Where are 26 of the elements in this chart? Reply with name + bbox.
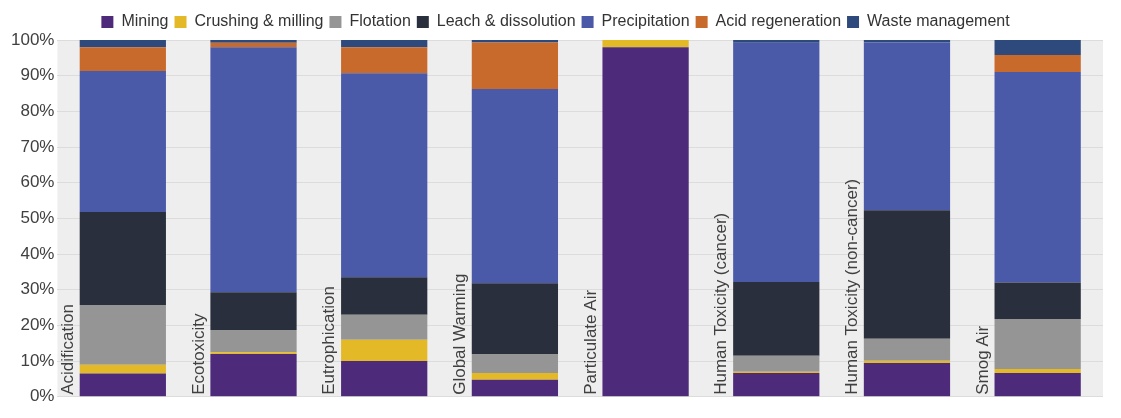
x-tick-label: Particulate Air	[580, 289, 600, 395]
x-tick-label: Ecotoxicity	[188, 313, 208, 395]
y-tick-label: 50%	[20, 208, 55, 228]
x-tick-label: Human Toxicity (non-cancer)	[842, 178, 862, 395]
x-tick-label: Global Warming	[449, 273, 469, 395]
legend-label: Flotation	[349, 12, 411, 30]
y-tick-label: 80%	[20, 101, 55, 121]
y-tick-label: 40%	[20, 243, 55, 263]
y-tick-label: 30%	[20, 279, 55, 299]
legend-label: Waste management	[867, 12, 1011, 30]
legend-label: Mining	[121, 12, 169, 30]
legend-label: Precipitation	[601, 12, 690, 30]
legend-label: Acid regeneration	[715, 12, 842, 30]
x-tick-label: Eutrophication	[319, 286, 339, 395]
y-tick-label: 70%	[20, 136, 55, 156]
x-tick-label: Acidification	[57, 304, 77, 395]
legend-label: Leach & dissolution	[436, 12, 576, 30]
y-tick-label: 20%	[20, 315, 55, 335]
y-tick-label: 10%	[20, 350, 55, 370]
y-tick-label: 0%	[29, 386, 55, 406]
y-tick-label: 100%	[11, 29, 55, 49]
legend-label: Crushing & milling	[194, 12, 324, 30]
y-tick-label: 60%	[20, 172, 55, 192]
x-tick-label: Smog Air	[972, 325, 992, 395]
y-tick-label: 90%	[20, 65, 55, 85]
x-tick-label: Human Toxicity (cancer)	[711, 212, 731, 395]
